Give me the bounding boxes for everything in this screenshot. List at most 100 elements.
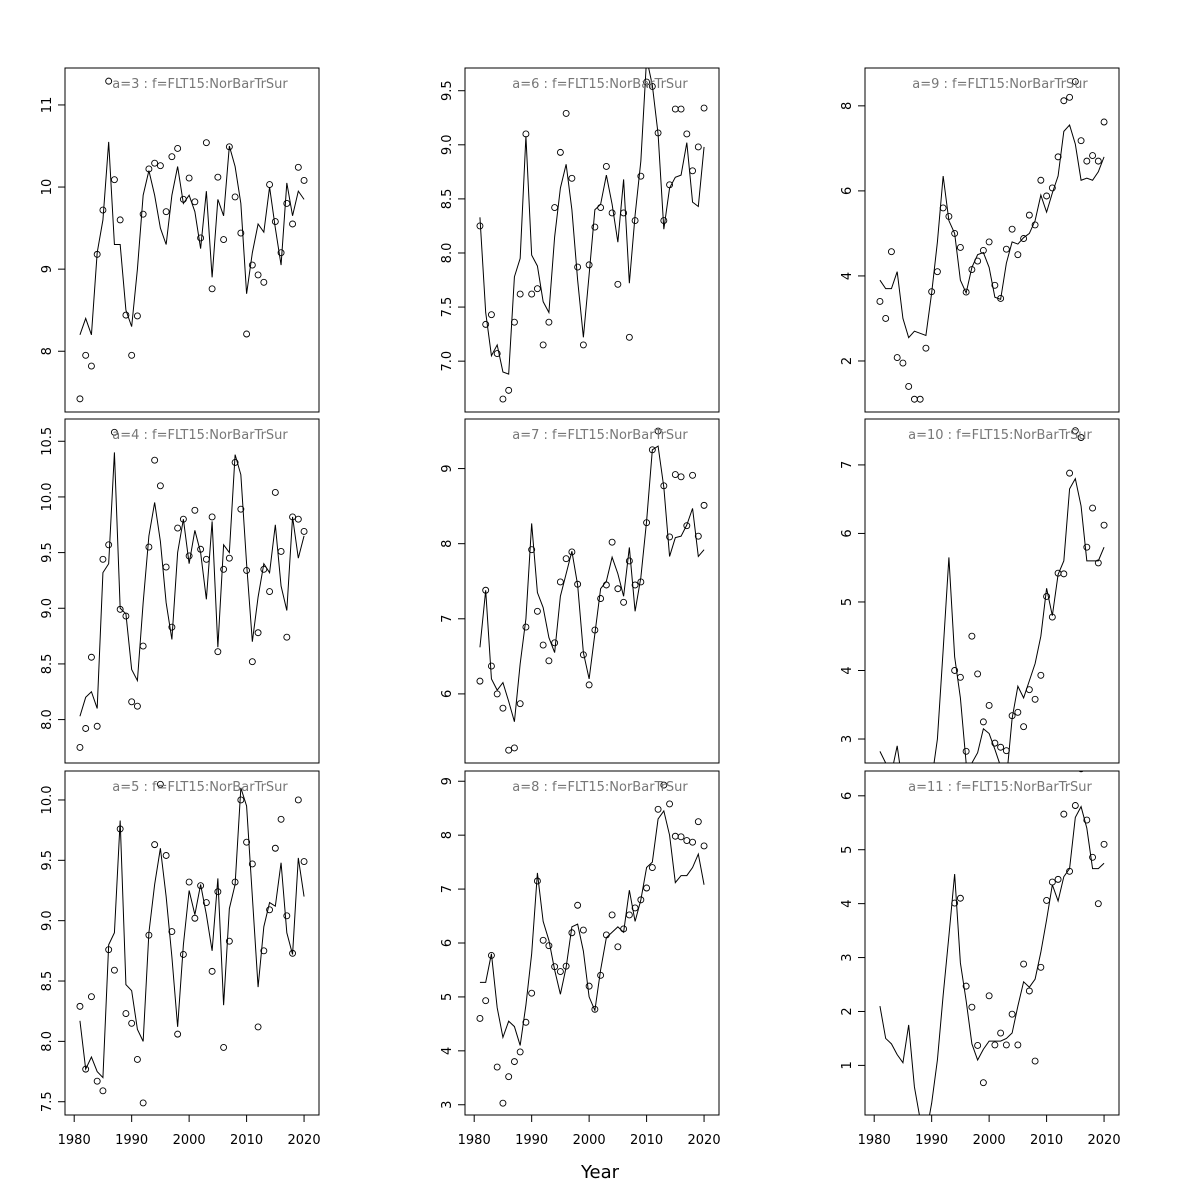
obs-point [277, 548, 285, 555]
obs-point [899, 359, 907, 367]
obs-point [82, 351, 90, 359]
obs-point [174, 524, 182, 532]
y-tick-label: 8 [40, 347, 55, 355]
obs-point [643, 78, 651, 86]
obs-point [877, 1116, 883, 1122]
obs-point [283, 200, 291, 207]
obs-point [476, 1015, 484, 1022]
plot-area [879, 427, 1108, 763]
obs-point [168, 153, 176, 161]
obs-point [145, 931, 153, 939]
obs-point [283, 912, 291, 920]
obs-point [654, 427, 662, 435]
obs-point [191, 506, 199, 514]
obs-point [248, 860, 256, 868]
obs-point [608, 911, 616, 919]
obs-point [505, 386, 513, 394]
panel-title: a=4 : f=FLT15:NorBarTrSur [112, 428, 288, 443]
obs-point [654, 129, 662, 137]
obs-point [516, 700, 524, 708]
obs-point [602, 931, 610, 939]
obs-point [174, 145, 182, 152]
y-tick-label: 10.0 [40, 785, 55, 814]
obs-point [99, 206, 107, 214]
obs-point [493, 350, 501, 358]
obs-point [1002, 747, 1010, 755]
obs-point [82, 725, 90, 732]
obs-point [1094, 157, 1102, 165]
obs-point [533, 285, 541, 293]
obs-point [945, 212, 953, 220]
obs-point [887, 248, 895, 256]
obs-point [962, 747, 970, 755]
y-tick-label: 8.0 [40, 709, 55, 730]
obs-point [940, 1116, 946, 1122]
obs-point [671, 471, 679, 479]
obs-point [243, 566, 251, 574]
obs-point [585, 982, 593, 990]
obs-point [248, 261, 256, 269]
obs-point [660, 482, 668, 490]
y-tick-label: 8 [440, 831, 455, 839]
obs-point [220, 236, 228, 244]
obs-point [87, 653, 95, 661]
obs-point [139, 210, 147, 218]
y-tick-label: 8 [840, 102, 855, 110]
obs-point [602, 162, 610, 170]
obs-point [185, 174, 193, 182]
obs-point [997, 743, 1005, 751]
obs-point [220, 565, 228, 573]
obs-point [968, 632, 976, 640]
obs-point [648, 82, 656, 90]
obs-point [151, 159, 159, 167]
y-tick-label: 4 [840, 666, 855, 674]
plot-frame [464, 770, 720, 1116]
obs-point [568, 548, 576, 556]
obs-point [1083, 816, 1091, 824]
y-tick-label: 1 [840, 1061, 855, 1069]
obs-point [151, 841, 159, 849]
obs-point [620, 209, 628, 217]
obs-point [76, 1002, 84, 1010]
obs-point [1043, 192, 1051, 200]
obs-point [694, 143, 702, 151]
x-tick-label: 2010 [1030, 1133, 1063, 1148]
obs-point [974, 1041, 982, 1049]
obs-point [260, 565, 268, 573]
obs-point [214, 888, 222, 896]
y-tick-label: 7.0 [440, 351, 455, 372]
obs-point [300, 527, 308, 535]
y-tick-label: 9.5 [40, 542, 55, 563]
obs-point [539, 641, 547, 649]
obs-point [174, 1030, 182, 1038]
obs-point [76, 743, 84, 751]
y-tick-label: 9 [440, 777, 455, 785]
obs-point [591, 626, 599, 634]
obs-point [93, 1077, 101, 1085]
obs-point [225, 937, 233, 945]
obs-point [266, 906, 274, 914]
obs-point [105, 541, 113, 549]
obs-point [700, 501, 708, 509]
obs-point [214, 648, 222, 656]
obs-point [888, 1116, 894, 1122]
panel-title: a=10 : f=FLT15:NorBarTrSur [908, 428, 1092, 443]
obs-point [505, 1073, 513, 1081]
obs-point [551, 639, 559, 647]
obs-point [122, 612, 130, 620]
obs-point [528, 989, 536, 997]
obs-point [683, 837, 691, 845]
obs-point [556, 148, 564, 156]
fit-line [879, 805, 1105, 1115]
obs-point [522, 1018, 530, 1026]
obs-point [956, 243, 964, 251]
obs-point [522, 130, 530, 138]
plot-frame [864, 67, 1120, 413]
obs-point [631, 581, 639, 589]
obs-point [254, 1023, 262, 1031]
obs-point [997, 1029, 1005, 1037]
fit-line [879, 123, 1105, 339]
obs-point [237, 505, 245, 513]
obs-point [133, 702, 141, 710]
obs-point [562, 109, 570, 117]
